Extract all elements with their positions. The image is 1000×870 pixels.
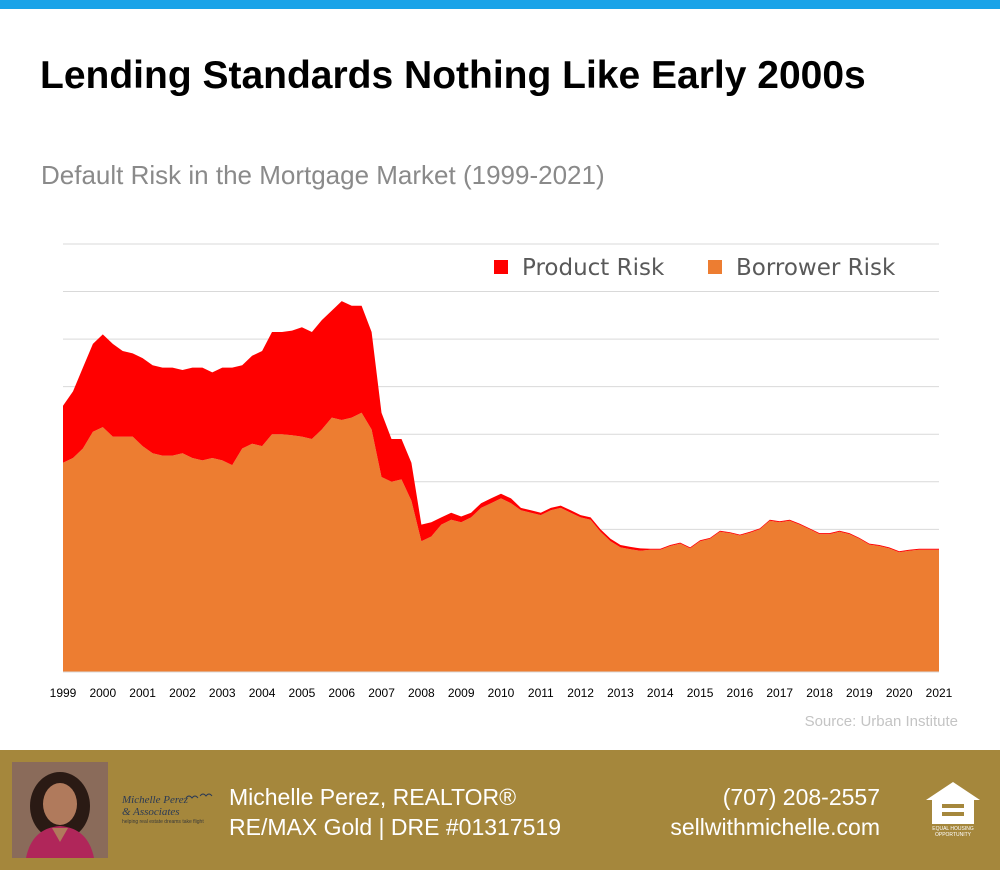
- chart-legend: Product Risk Borrower Risk: [494, 255, 896, 281]
- agent-phone[interactable]: (707) 208-2557: [722, 784, 880, 810]
- x-tick-label-2005: 2005: [289, 686, 316, 700]
- x-tick-label-2016: 2016: [727, 686, 754, 700]
- x-tick-label-2013: 2013: [607, 686, 634, 700]
- legend-swatch-borrower-risk: [708, 260, 722, 274]
- default-risk-chart: 1999 2000 2001 2002 2003 2004 2005 2006 2007 2008…: [50, 243, 953, 700]
- equal-housing-icon: [926, 782, 980, 824]
- x-tick-label-2010: 2010: [488, 686, 515, 700]
- equal-housing-logo: EQUAL HOUSING OPPORTUNITY: [918, 778, 988, 842]
- x-tick-label-2011: 2011: [528, 686, 554, 700]
- x-tick-label-2015: 2015: [687, 686, 714, 700]
- x-tick-label-2019: 2019: [846, 686, 873, 700]
- x-tick-label-2000: 2000: [89, 686, 116, 700]
- x-tick-label-2004: 2004: [249, 686, 276, 700]
- footer-bar: Michelle Perez & Associates helping real…: [0, 750, 1000, 870]
- page-subtitle: Default Risk in the Mortgage Market (199…: [41, 160, 605, 190]
- x-tick-label-2007: 2007: [368, 686, 395, 700]
- x-tick-label-2008: 2008: [408, 686, 435, 700]
- x-tick-label-2003: 2003: [209, 686, 236, 700]
- eho-line1: EQUAL HOUSING: [932, 826, 974, 832]
- birds-icon: [185, 793, 213, 799]
- chart-areas: [63, 301, 939, 672]
- logo-tagline: helping real estate dreams take flight: [122, 819, 204, 825]
- legend-swatch-product-risk: [494, 260, 508, 274]
- x-tick-label-2018: 2018: [806, 686, 833, 700]
- x-tick-label-2020: 2020: [886, 686, 913, 700]
- x-tick-label-2012: 2012: [567, 686, 594, 700]
- brand-logo: Michelle Perez & Associates helping real…: [118, 786, 218, 836]
- x-tick-label-2009: 2009: [448, 686, 475, 700]
- legend-label-borrower-risk: Borrower Risk: [736, 255, 896, 281]
- top-accent-bar: [0, 0, 1000, 9]
- agent-website-link[interactable]: sellwithmichelle.com: [670, 814, 880, 840]
- x-tick-label-2001: 2001: [129, 686, 156, 700]
- source-note: Source: Urban Institute: [804, 713, 958, 730]
- logo-name-line: Michelle Perez: [122, 794, 188, 806]
- x-tick-label-2021: 2021: [926, 686, 953, 700]
- x-tick-label-2006: 2006: [328, 686, 355, 700]
- logo-associates-line: & Associates: [122, 806, 180, 818]
- agent-photo: [12, 762, 108, 858]
- area-product-risk: [63, 301, 939, 553]
- x-tick-labels: 1999 2000 2001 2002 2003 2004 2005 2006 2007 2008…: [50, 686, 953, 700]
- x-tick-label-2014: 2014: [647, 686, 674, 700]
- eho-line2: OPPORTUNITY: [934, 832, 972, 838]
- x-tick-label-2002: 2002: [169, 686, 196, 700]
- agent-office: RE/MAX Gold | DRE #01317519: [229, 814, 561, 840]
- agent-name: Michelle Perez, REALTOR®: [229, 784, 517, 810]
- area-borrower-risk: [63, 412, 939, 672]
- x-tick-label-1999: 1999: [50, 686, 77, 700]
- page-title: Lending Standards Nothing Like Early 200…: [40, 54, 866, 97]
- legend-label-product-risk: Product Risk: [522, 255, 665, 281]
- x-tick-label-2017: 2017: [766, 686, 793, 700]
